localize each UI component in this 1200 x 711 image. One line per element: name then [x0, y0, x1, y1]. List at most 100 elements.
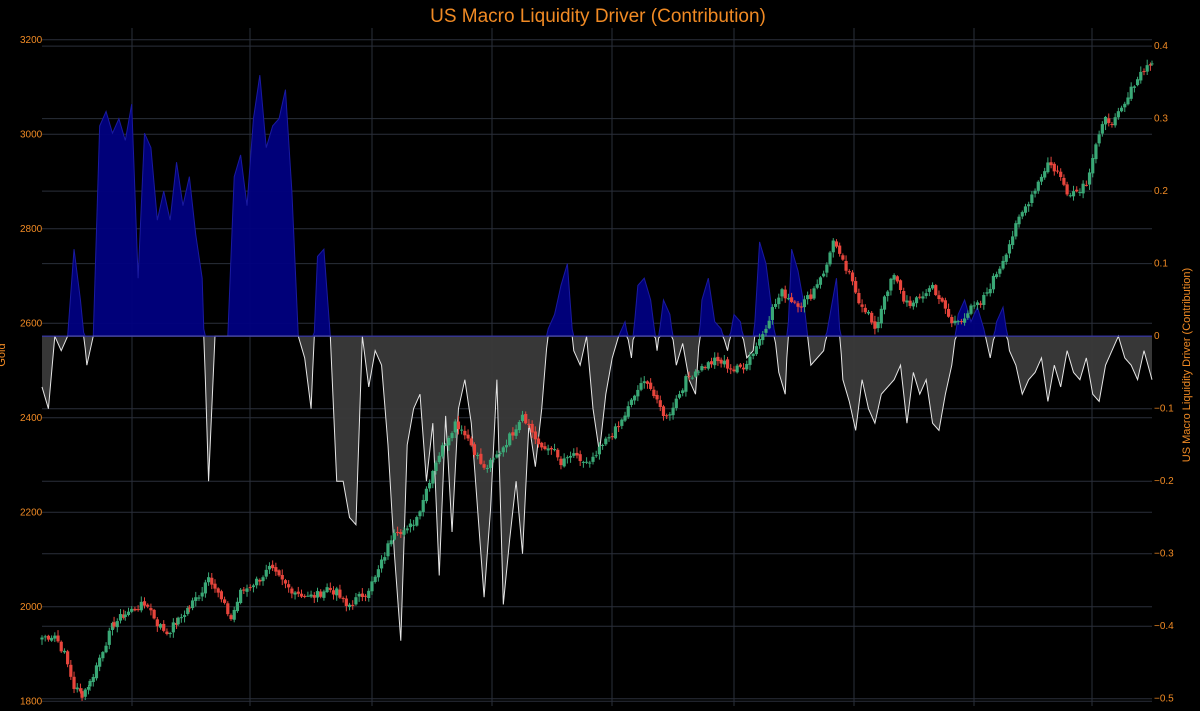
candle-down [796, 303, 800, 307]
candle-down [908, 300, 912, 306]
candle-up [357, 593, 361, 597]
candle-up [822, 273, 826, 277]
candle-down [738, 364, 742, 367]
candle-up [118, 614, 123, 621]
candle-down [122, 614, 126, 618]
candle-down [790, 297, 794, 303]
candle-up [88, 680, 92, 687]
candle-up [1103, 116, 1108, 125]
candle-up [876, 322, 880, 329]
candle-up [1126, 97, 1130, 105]
candle-up [1068, 195, 1072, 197]
candle-up [190, 600, 195, 609]
candle-up [115, 621, 119, 628]
candle-up [905, 300, 909, 303]
candle-up [1030, 194, 1034, 204]
candle-up [86, 686, 91, 690]
candle-down [219, 591, 223, 600]
candle-down [1065, 184, 1069, 195]
candle-down [466, 434, 470, 439]
candle-down [133, 608, 137, 611]
candle-down [533, 431, 537, 440]
candle-up [200, 592, 204, 597]
candle-up [434, 462, 438, 472]
candle-up [684, 376, 688, 392]
candle-up [626, 406, 630, 417]
candle-up [176, 617, 180, 625]
candle-down [216, 588, 220, 593]
candle-down [527, 424, 531, 426]
candle-up [706, 362, 710, 369]
candle-down [395, 531, 400, 533]
candle-down [841, 255, 845, 260]
candle-up [786, 298, 791, 300]
candle-up [588, 462, 592, 464]
candle-up [591, 456, 595, 462]
candle-up [642, 381, 646, 384]
candle-up [1020, 212, 1024, 217]
candle-down [363, 595, 368, 597]
candle-down [617, 426, 621, 428]
candle-up [1113, 117, 1117, 126]
candle-down [229, 615, 233, 620]
candle-down [303, 595, 307, 597]
candle-up [182, 615, 187, 617]
candle-down [1142, 71, 1146, 73]
candle-up [444, 444, 448, 446]
y-right-tick-label: −0.4 [1154, 621, 1174, 632]
candle-down [741, 367, 746, 370]
candle-up [889, 278, 893, 291]
candle-down [283, 580, 288, 584]
candle-up [322, 591, 326, 598]
candle-up [179, 617, 183, 619]
candle-down [242, 589, 246, 591]
y-left-tick-label: 2200 [20, 507, 43, 518]
candle-up [267, 565, 272, 570]
candle-up [982, 295, 986, 305]
y-right-tick-label: −0.5 [1154, 694, 1174, 705]
candle-up [975, 302, 980, 306]
candle-down [360, 593, 364, 597]
candle-up [104, 645, 108, 653]
candle-down [937, 295, 941, 300]
candle-up [261, 577, 265, 582]
y-left-tick-label: 2000 [20, 602, 43, 613]
candle-up [405, 528, 409, 531]
candle-up [815, 284, 819, 288]
candle-up [83, 689, 87, 697]
candle-down [732, 369, 736, 372]
candle-down [312, 595, 316, 598]
candle-up [1132, 86, 1136, 88]
candle-up [1017, 216, 1021, 225]
candle-up [930, 284, 935, 289]
candle-up [757, 338, 762, 346]
candle-up [969, 305, 973, 314]
candle-down [351, 604, 355, 606]
candle-up [126, 611, 131, 615]
candle-up [985, 292, 989, 294]
candle-up [1087, 172, 1092, 185]
candle-up [812, 288, 816, 299]
candle-down [277, 570, 281, 576]
candle-up [392, 532, 396, 540]
candle-down [72, 676, 76, 689]
candle-up [514, 429, 518, 436]
candle-down [338, 589, 342, 598]
candle-up [418, 511, 422, 517]
candle-down [719, 359, 723, 364]
candle-up [235, 601, 240, 612]
candle-down [146, 604, 150, 607]
candle-up [700, 366, 704, 371]
candle-down [1062, 177, 1066, 185]
candle-down [469, 438, 473, 446]
candle-up [370, 581, 374, 592]
candle-up [98, 657, 102, 667]
candle-up [1145, 65, 1149, 72]
candle-up [194, 597, 198, 601]
candle-down [142, 601, 147, 606]
candle-up [492, 458, 496, 460]
candle-down [479, 453, 483, 464]
candle-up [1023, 206, 1028, 213]
candle-up [988, 289, 992, 294]
